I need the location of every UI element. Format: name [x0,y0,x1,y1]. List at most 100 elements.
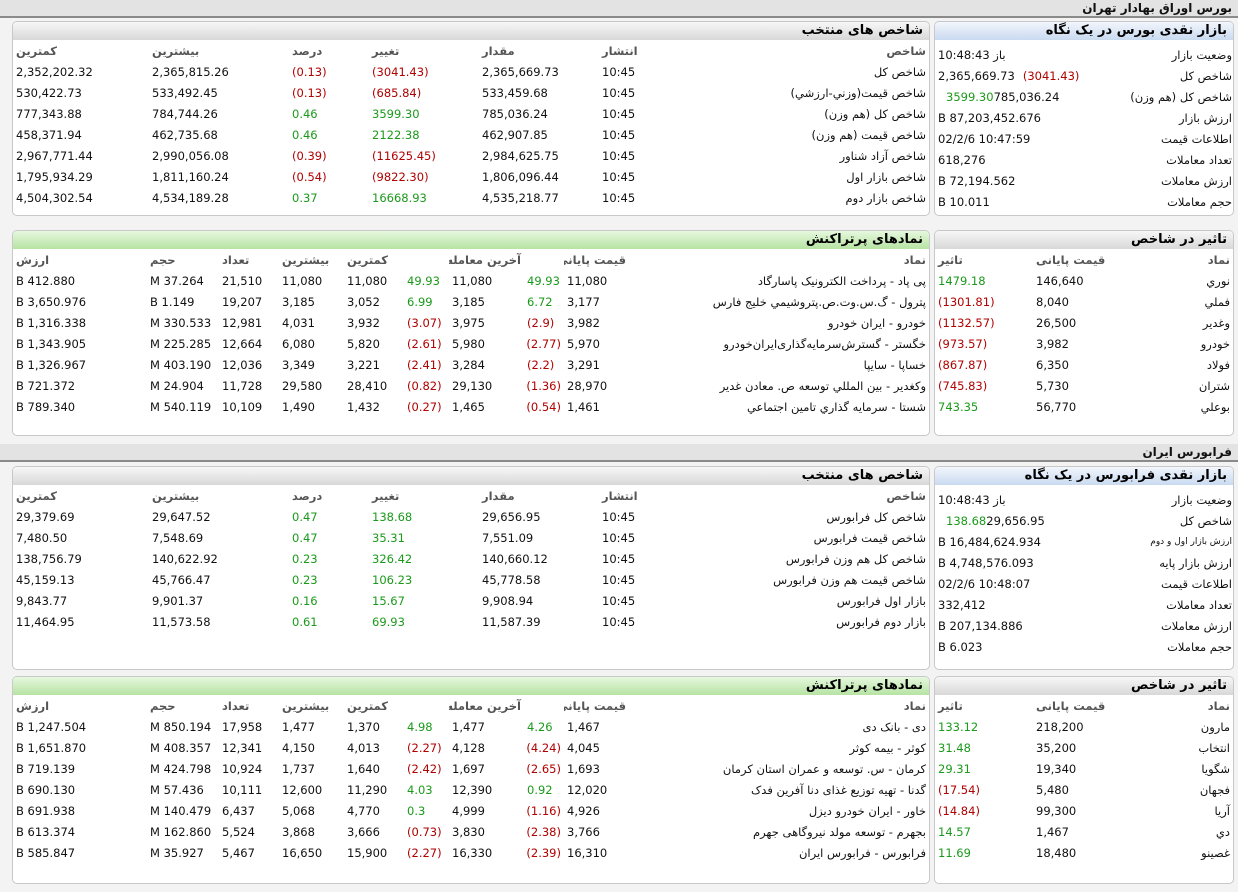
value-cell: 3,221 [347,357,380,372]
value-cell: 3,284 [452,357,485,372]
column-header: حجم [150,698,176,713]
table-row[interactable]: مارون 218,200 133.12 [935,716,1233,737]
value-cell: 28,970 [567,378,608,393]
table-row[interactable]: دی - بانک دی 1,467 4.26 1,477 4.98 1,370 1,477… [13,716,929,737]
table-row[interactable]: نوري 146,640 1479.18 [935,270,1233,291]
table-row[interactable]: شاخص بازار اول 10:45 1,806,096.44 (9822.30)… [13,166,929,187]
value-cell: 3,650.976 B [16,294,87,309]
table-row[interactable]: شستا - سرمايه گذاري تامين اجتماعي 1,461 (0… [13,396,929,417]
table-row[interactable]: پی پاد - پرداخت الکترونیک پاسارگاد 11,080… [13,270,929,291]
value-cell: (0.13) [292,85,327,100]
table-row[interactable]: دي 1,467 14.57 [935,821,1233,842]
value-cell: 99,300 [1036,803,1077,818]
value-cell: 540.119 M [150,399,212,414]
glance-row: اطلاعات قیمت 10:48:07 02/2/6 [935,573,1233,594]
value-cell: 28,410 [347,378,388,393]
symbol-cell: شاخص بازار اول [846,169,926,184]
glance-value: 2,365,669.73 [938,68,1015,83]
value-cell: 11,080 [347,273,388,288]
table-row[interactable]: فولاد 6,350 (867.87) [935,354,1233,375]
table-row[interactable]: بازار دوم فرابورس 10:45 11,587.39 69.93 0.61… [13,611,929,632]
glance-value-cell: 16,484,624.934 B [935,531,1117,552]
glance-value-cell: 10.011 B [935,191,1117,212]
indices-table: شاخص انتشار مقدار تغییر درصد بیشترین کمترین شاخ… [13,40,929,208]
value-cell: (3.07) [407,315,442,330]
top-traded-table: نماد قیمت پایانی آخرین معامله کمترین بیشترین… [13,695,929,863]
glance-value-cell: 10:48:07 02/2/6 [935,573,1117,594]
table-row[interactable]: بجهرم - توسعه مولد نیروگاهی جهرم 3,766 (2.… [13,821,929,842]
value-cell: 8,040 [1036,294,1069,309]
value-cell: 4,150 [282,740,315,755]
value-cell: 12,036 [222,357,263,372]
table-row[interactable]: شاخص آزاد شناور 10:45 2,984,625.75 (11625.4… [13,145,929,166]
table-row[interactable]: شاخص قیمت فرابورس 10:45 7,551.09 35.31 0.47 7… [13,527,929,548]
glance-label: تعداد معاملات [1166,152,1232,167]
table-row[interactable]: شگويا 19,340 29.31 [935,758,1233,779]
table-row[interactable]: وغدير 26,500 (1132.57) [935,312,1233,333]
glance-label: شاخص کل [1179,68,1232,83]
glance-value: 10:48:07 02/2/6 [938,576,1031,591]
table-row[interactable]: شاخص كل (هم وزن) 10:45 785,036.24 3599.30 0.… [13,103,929,124]
table-row[interactable]: فملي 8,040 (1301.81) [935,291,1233,312]
value-cell: 1,326.967 B [16,357,87,372]
value-cell: 1,697 [452,761,485,776]
value-cell: 0.92 [527,782,553,797]
table-row[interactable]: شاخص کل هم وزن فرابورس 10:45 140,660.12 326… [13,548,929,569]
table-row[interactable]: خساپا - سايپا 3,291 (2.2) 3,284 (2.41) 3,221 3… [13,354,929,375]
glance-value-cell: 6.023 B [935,636,1117,657]
symbol-cell: بازار دوم فرابورس [836,614,926,629]
glance-row: حجم معاملات 10.011 B [935,191,1233,212]
value-cell: 133.12 [938,719,979,734]
table-row[interactable]: شاخص كل 10:45 2,365,669.73 (3041.43) (0.13) 2… [13,61,929,82]
value-cell: 1,640 [347,761,380,776]
table-row[interactable]: خودرو 3,982 (973.57) [935,333,1233,354]
table-row[interactable]: خاور - ایران خودرو دیزل 4,926 (1.16) 4,999 0… [13,800,929,821]
table-row[interactable]: شتران 5,730 (745.83) [935,375,1233,396]
column-header: بیشترین [152,488,200,503]
table-row[interactable]: کرمان - س. توسعه و عمران استان کرمان 1,69… [13,758,929,779]
table-row[interactable]: فجهان 5,480 (17.54) [935,779,1233,800]
value-cell: 1,811,160.24 [152,169,229,184]
table-row[interactable]: آريا 99,300 (14.84) [935,800,1233,821]
table-row[interactable]: گدنا - تهیه توزیع غذای دنا آفرین فدک 12,0… [13,779,929,800]
table-row[interactable]: کوثر - بیمه کوثر 4,045 (4.24) 4,128 (2.27) 4,… [13,737,929,758]
column-header: انتشار [602,43,638,58]
value-cell: 5,480 [1036,782,1069,797]
table-row[interactable]: خگستر - گسترش‌سرمایه‌گذاری‌ایران‌خودرو 5,… [13,333,929,354]
value-cell: 850.194 M [150,719,212,734]
value-cell: 35.927 M [150,845,204,860]
table-row[interactable]: پترول - گ.س.وت.ص.پتروشیمي خلیج فارس 3,177… [13,291,929,312]
value-cell: 225.285 M [150,336,212,351]
table-row[interactable]: انتخاب 35,200 31.48 [935,737,1233,758]
table-row[interactable]: شاخص بازار دوم 10:45 4,535,218.77 16668.93 0… [13,187,929,208]
table-row[interactable]: شاخص قيمت(وزني-ارزشي) 10:45 533,459.68 (685… [13,82,929,103]
panel-title: تاثیر در شاخص [935,231,1233,249]
glance-label: ارزش بازار پایه [1159,555,1232,570]
table-row[interactable]: شاخص قيمت (هم وزن) 10:45 462,907.85 2122.38… [13,124,929,145]
value-cell: 6.72 [527,294,553,309]
glance-row: اطلاعات قیمت 10:47:59 02/2/6 [935,128,1233,149]
glance-label: ارزش معاملات [1160,618,1232,633]
value-cell: 11,080 [567,273,608,288]
value-cell: 330.533 M [150,315,212,330]
value-cell: (685.84) [372,85,422,100]
table-row[interactable]: شاخص کل فرابورس 10:45 29,656.95 138.68 0.47 2… [13,506,929,527]
table-row[interactable]: بازار اول فرابورس 10:45 9,908.94 15.67 0.16 9… [13,590,929,611]
glance-row: شاخص کل 138.6829,656.95 [935,510,1233,531]
value-cell: 1,467 [567,719,600,734]
value-cell: 5,524 [222,824,255,839]
table-row[interactable]: شاخص قیمت هم وزن فرابورس 10:45 45,778.58 10… [13,569,929,590]
table-row[interactable]: غصينو 18,480 11.69 [935,842,1233,863]
value-cell: 17,958 [222,719,263,734]
value-cell: 1.149 B [150,294,195,309]
table-row[interactable]: وكغدير - بين المللي توسعه ص. معادن غدير 2… [13,375,929,396]
value-cell: (2.38) [526,824,561,839]
symbol-cell: فجهان [1199,782,1230,797]
glance-value-cell: 10:47:59 02/2/6 [935,128,1117,149]
table-row[interactable]: بوعلي 56,770 743.35 [935,396,1233,417]
market-glance-panel-bourse: بازار نقدی بورس در یک نگاه وضعیت بازار باز… [934,21,1234,216]
value-cell: 4.03 [407,782,433,797]
table-row[interactable]: فرابورس - فرابورس ایران 16,310 (2.39) 16,33… [13,842,929,863]
value-cell: 10,109 [222,399,263,414]
table-row[interactable]: خودرو - ایران خودرو 3,982 (2.9) 3,975 (3.07)… [13,312,929,333]
